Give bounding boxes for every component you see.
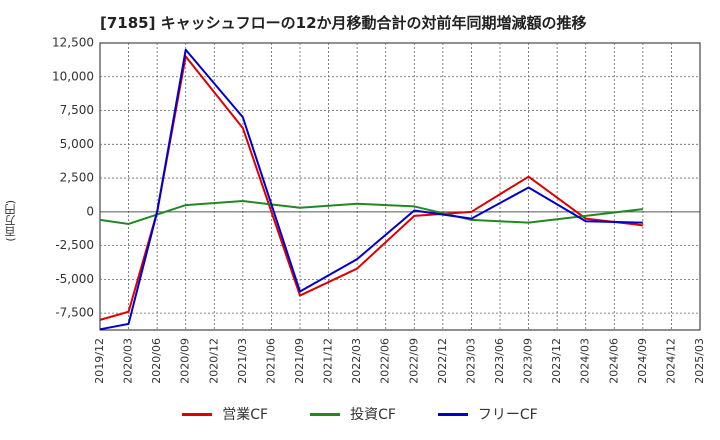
legend-label-investing-cf: 投資CF: [350, 407, 396, 423]
series-line-investing-cf: [99, 200, 643, 225]
x-tick-label: 2022/12: [436, 338, 449, 384]
x-tick-label: 2022/06: [379, 338, 392, 384]
x-tick-label: 2022/03: [350, 338, 363, 384]
y-tick-label: -7,500: [55, 306, 94, 320]
y-tick-label: -5,000: [55, 272, 94, 286]
legend-item-operating-cf: 営業CF: [182, 404, 268, 424]
x-tick-label: 2020/06: [150, 338, 163, 384]
x-tick-label: 2025/03: [693, 338, 706, 384]
x-tick-label: 2023/06: [493, 338, 506, 384]
x-tick-label: 2023/09: [522, 338, 535, 384]
x-tick-label: 2023/12: [550, 338, 563, 384]
y-tick-label: 5,000: [60, 137, 94, 151]
legend-label-free-cf: フリーCF: [477, 407, 538, 423]
legend-item-investing-cf: 投資CF: [310, 404, 396, 424]
x-tick-label: 2021/09: [293, 338, 306, 384]
y-tick-label: 2,500: [60, 171, 94, 185]
x-tick-label: 2020/03: [122, 338, 135, 384]
legend: 営業CF 投資CF フリーCF: [0, 404, 720, 424]
y-tick-label: -2,500: [55, 238, 94, 252]
plot-area: [99, 42, 701, 331]
x-tick-label: 2021/03: [236, 338, 249, 384]
x-tick-label: 2024/03: [579, 338, 592, 384]
legend-swatch-investing-cf: [310, 412, 341, 416]
legend-swatch-free-cf: [437, 412, 468, 416]
x-tick-label: 2020/09: [179, 338, 192, 384]
y-tick-label: 7,500: [60, 103, 94, 117]
x-tick-label: 2024/12: [664, 338, 677, 384]
legend-swatch-operating-cf: [182, 412, 213, 416]
x-tick-label: 2021/06: [264, 338, 277, 384]
y-tick-label: 12,500: [52, 36, 94, 50]
x-tick-label: 2020/12: [207, 338, 220, 384]
legend-item-free-cf: フリーCF: [437, 404, 538, 424]
chart-title: [7185] キャッシュフローの12か月移動合計の対前年同期増減額の推移: [100, 14, 587, 32]
x-tick-label: 2024/09: [636, 338, 649, 384]
y-tick-label: 0: [86, 204, 94, 218]
x-tick-label: 2021/12: [322, 338, 335, 384]
legend-label-operating-cf: 営業CF: [222, 407, 269, 423]
y-tick-label: 10,000: [52, 69, 94, 83]
x-tick-label: 2023/03: [464, 338, 477, 384]
series-line-free-cf: [99, 48, 643, 331]
x-tick-label: 2019/12: [93, 338, 106, 384]
x-tick-label: 2024/06: [607, 338, 620, 384]
x-tick-label: 2022/09: [407, 338, 420, 384]
